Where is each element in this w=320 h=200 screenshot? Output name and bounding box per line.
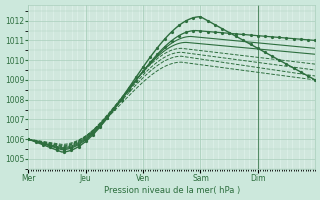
X-axis label: Pression niveau de la mer( hPa ): Pression niveau de la mer( hPa ) (104, 186, 240, 195)
